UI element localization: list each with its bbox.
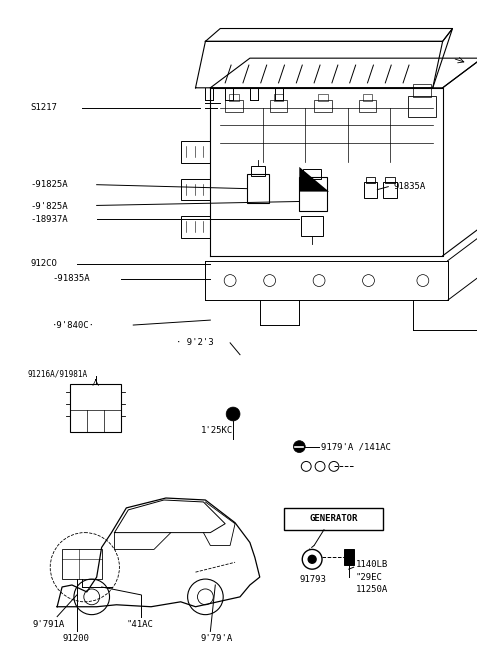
Bar <box>385 177 395 183</box>
Bar <box>363 182 377 198</box>
Text: 912CO: 912CO <box>30 260 57 268</box>
Text: "29EC: "29EC <box>356 573 383 581</box>
Text: 91200: 91200 <box>62 634 89 643</box>
Bar <box>303 169 321 179</box>
Text: 9179'A /141AC: 9179'A /141AC <box>321 442 391 451</box>
Bar <box>314 100 332 112</box>
Bar <box>359 100 376 112</box>
Text: 91793: 91793 <box>300 575 326 583</box>
Text: 1140LB: 1140LB <box>356 560 388 569</box>
Text: ·9'840C·: ·9'840C· <box>52 321 95 330</box>
Bar <box>285 508 384 530</box>
Bar <box>180 216 210 238</box>
Text: 91835A: 91835A <box>393 182 425 191</box>
Bar <box>413 84 431 97</box>
Text: 1'25KC: 1'25KC <box>201 426 233 436</box>
Bar <box>251 166 264 176</box>
Text: -18937A: -18937A <box>30 215 68 224</box>
Bar <box>229 94 239 101</box>
Circle shape <box>293 441 305 453</box>
Bar <box>408 96 436 118</box>
Bar <box>180 141 210 163</box>
Text: S1217: S1217 <box>30 103 57 112</box>
Bar <box>362 94 372 101</box>
Text: 9'79'A: 9'79'A <box>201 634 233 643</box>
Bar <box>300 177 327 212</box>
Bar <box>274 94 284 101</box>
Circle shape <box>308 555 316 563</box>
Text: -9'825A: -9'825A <box>30 202 68 211</box>
Text: "41AC: "41AC <box>126 620 153 629</box>
Bar <box>180 179 210 200</box>
Bar <box>384 182 397 198</box>
Text: · 9'2'3: · 9'2'3 <box>176 338 214 348</box>
Bar <box>247 174 269 204</box>
Bar <box>366 177 375 183</box>
Bar <box>70 384 121 432</box>
Text: 11250A: 11250A <box>356 585 388 595</box>
Text: GENERATOR: GENERATOR <box>310 514 358 523</box>
Bar <box>225 100 243 112</box>
Bar <box>318 94 328 101</box>
Text: 9'791A: 9'791A <box>33 620 65 629</box>
Bar <box>344 549 354 565</box>
Text: -91825A: -91825A <box>30 180 68 189</box>
Text: 91216A/91981A: 91216A/91981A <box>27 370 88 379</box>
Bar <box>62 549 102 579</box>
Bar <box>301 216 323 236</box>
Bar <box>270 100 288 112</box>
Text: -91835A: -91835A <box>52 274 90 283</box>
Circle shape <box>226 407 240 421</box>
Polygon shape <box>300 167 329 192</box>
